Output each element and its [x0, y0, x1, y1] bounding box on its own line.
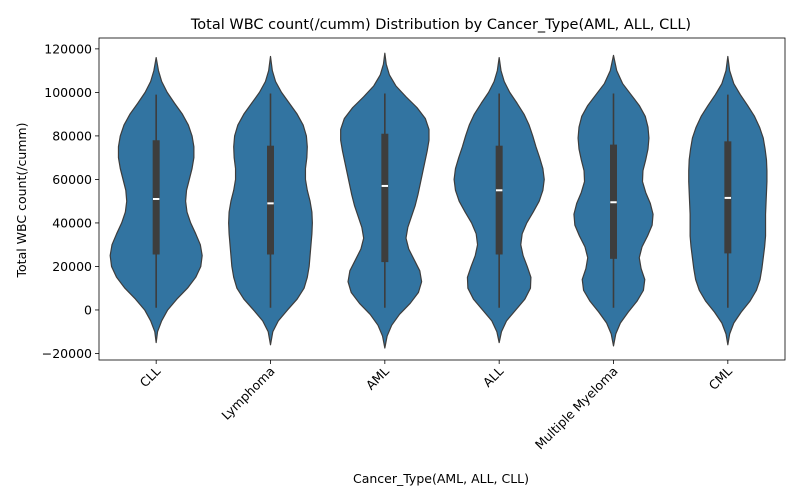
violin-iqr-box [381, 133, 389, 263]
plot-frame [98, 37, 786, 361]
violin-cml [688, 55, 768, 346]
y-axis-title: Total WBC count(/cumm) [14, 123, 29, 279]
y-tick-label: 20000 [52, 259, 92, 274]
violin-iqr-box [152, 140, 160, 255]
y-tick-label: −20000 [42, 346, 92, 361]
y-tick-label: 120000 [44, 41, 92, 56]
violin-cll [109, 56, 203, 344]
y-axis: −20000 0 20000 40000 60000 80000 100000 120000 [42, 41, 99, 361]
y-tick-label: 40000 [52, 215, 92, 230]
violin-all [453, 56, 545, 344]
violin-lymphoma [228, 55, 313, 346]
y-tick-label: 60000 [52, 172, 92, 187]
violin-multiple-myeloma [573, 54, 654, 347]
violin-aml [340, 52, 430, 349]
y-tick-label: 100000 [44, 85, 92, 100]
violin-iqr-box [267, 145, 274, 255]
chart-title: Total WBC count(/cumm) Distribution by C… [190, 17, 691, 33]
x-axis-title: Cancer_Type(AML, ALL, CLL) [353, 471, 529, 486]
violins-group [109, 52, 768, 349]
violin-iqr-box [495, 145, 503, 255]
y-tick-label: 80000 [52, 128, 92, 143]
y-tick-label: 0 [84, 302, 92, 317]
